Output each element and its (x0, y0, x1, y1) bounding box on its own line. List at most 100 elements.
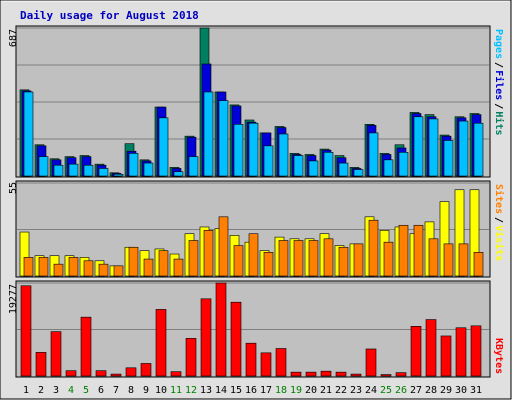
bar-kbytes-day-22 (335, 371, 347, 377)
bar-kbytes-day-23 (350, 373, 362, 377)
bar-sites-day-12 (188, 240, 199, 277)
bar-pages-day-27 (413, 116, 424, 177)
bar-pages-day-13 (203, 91, 214, 177)
x-tick-label: 17 (260, 385, 272, 396)
x-tick-label: 26 (395, 385, 407, 396)
bar-pages-day-16 (248, 122, 259, 177)
x-tick-label: 5 (83, 385, 89, 396)
x-tick-label: 25 (380, 385, 392, 396)
bar-sites-day-6 (98, 263, 109, 277)
side-label: / (493, 217, 504, 223)
bar-kbytes-day-17 (260, 352, 272, 377)
bar-sites-day-24 (368, 219, 379, 277)
x-tick-label: 16 (245, 385, 257, 396)
bar-pages-day-3 (53, 164, 64, 177)
bar-sites-day-20 (308, 240, 319, 277)
x-tick-label: 21 (320, 385, 332, 396)
side-label: Files (493, 70, 505, 100)
x-tick-label: 23 (350, 385, 362, 396)
bar-sites-day-31 (473, 252, 484, 277)
bar-kbytes-day-30 (455, 327, 467, 377)
bar-kbytes-day-6 (95, 370, 107, 377)
bar-kbytes-day-16 (245, 342, 257, 377)
bar-pages-day-18 (278, 133, 289, 177)
x-tick-label: 9 (143, 385, 149, 396)
bar-sites-day-29 (443, 243, 454, 277)
x-tick-label: 20 (305, 385, 317, 396)
bar-pages-day-10 (158, 117, 169, 177)
x-tick-label: 2 (38, 385, 44, 396)
bar-kbytes-day-9 (140, 363, 152, 377)
bar-pages-day-14 (218, 100, 229, 177)
bar-pages-day-19 (293, 155, 304, 177)
bar-kbytes-day-1 (20, 285, 32, 377)
bar-sites-day-18 (278, 240, 289, 277)
bars-layer (19, 27, 484, 377)
bar-kbytes-day-7 (110, 373, 122, 377)
bar-sites-day-7 (113, 265, 124, 277)
bar-sites-day-23 (353, 243, 364, 277)
bar-pages-day-29 (443, 140, 454, 177)
x-tick-label: 31 (470, 385, 482, 396)
bar-pages-day-24 (368, 132, 379, 177)
x-tick-label: 29 (440, 385, 452, 396)
bar-kbytes-day-29 (440, 335, 452, 377)
x-tick-label: 22 (335, 385, 347, 396)
bar-kbytes-day-3 (50, 331, 62, 377)
bar-sites-day-21 (323, 238, 334, 277)
bar-kbytes-day-10 (155, 309, 167, 377)
x-tick-label: 24 (365, 385, 377, 396)
side-labels: Pages / Files / Hits Sites / Visits KBytes (493, 29, 505, 374)
bar-sites-day-10 (158, 250, 169, 277)
bar-pages-day-26 (398, 152, 409, 177)
x-tick-label: 19 (290, 385, 302, 396)
bar-pages-day-1 (23, 91, 34, 177)
bar-sites-day-15 (233, 245, 244, 277)
side-label: / (493, 103, 504, 109)
x-tick-label: 6 (98, 385, 104, 396)
bar-sites-day-2 (38, 257, 49, 277)
bar-sites-day-26 (398, 224, 409, 277)
bar-sites-day-11 (173, 258, 184, 277)
bar-sites-day-8 (128, 246, 139, 277)
x-tick-label: 18 (275, 385, 287, 396)
bar-sites-day-9 (143, 258, 154, 277)
x-tick-label: 1 (23, 385, 29, 396)
bar-pages-day-12 (188, 156, 199, 177)
x-tick-label: 14 (215, 385, 227, 396)
bar-sites-day-17 (263, 252, 274, 277)
bar-pages-day-23 (353, 169, 364, 177)
x-tick-label: 15 (230, 385, 242, 396)
x-axis-ticks: 1 2 3 4 5 6 7 8 9 10 11 12 13 14 15 16 17 18 19 20 21 22 23 24 2… (23, 385, 482, 396)
bar-sites-day-30 (458, 243, 469, 277)
side-label: Visits (493, 225, 505, 261)
x-tick-label: 30 (455, 385, 467, 396)
bar-sites-day-16 (248, 233, 259, 277)
side-label: Pages (493, 29, 504, 59)
y-max-label-hits: 687 (8, 29, 19, 47)
x-tick-label: 10 (155, 385, 167, 396)
x-tick-label: 27 (410, 385, 422, 396)
bar-kbytes-day-31 (470, 325, 482, 377)
bar-pages-day-17 (263, 145, 274, 177)
bar-kbytes-day-12 (185, 338, 197, 377)
bar-kbytes-day-8 (125, 367, 137, 377)
bar-pages-day-22 (338, 162, 349, 177)
bar-kbytes-day-24 (365, 348, 377, 377)
bar-pages-day-5 (83, 164, 94, 177)
side-label: / (493, 62, 504, 68)
bar-kbytes-day-13 (200, 298, 212, 377)
x-tick-label: 7 (113, 385, 119, 396)
bar-pages-day-31 (473, 122, 484, 177)
bar-sites-day-3 (53, 263, 64, 277)
bar-kbytes-day-20 (305, 371, 317, 377)
bar-kbytes-day-19 (290, 371, 302, 377)
x-tick-label: 8 (128, 385, 134, 396)
bar-kbytes-day-15 (230, 301, 242, 377)
bar-sites-day-28 (428, 238, 439, 277)
bar-pages-day-25 (383, 159, 394, 177)
bar-kbytes-day-11 (170, 371, 182, 377)
bar-pages-day-4 (68, 163, 79, 177)
bar-pages-day-11 (173, 171, 184, 177)
bar-kbytes-day-2 (35, 352, 47, 377)
